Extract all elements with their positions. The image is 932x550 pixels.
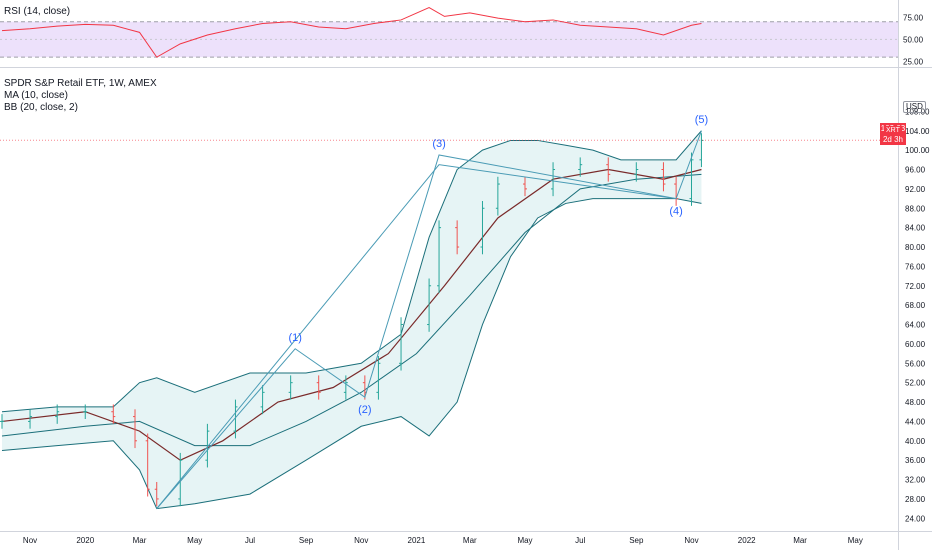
time-tick-label: May (848, 536, 863, 545)
rsi-band-fill (0, 21, 898, 58)
wave-label: (1) (288, 332, 301, 344)
bb-lower-line (1, 198, 702, 510)
price-tick-label: 96.00 (905, 166, 926, 175)
wave-label: (3) (432, 138, 445, 150)
price-tick-label: 52.00 (905, 379, 926, 388)
price-tick-label: 76.00 (905, 262, 926, 271)
time-scale-border (0, 531, 932, 532)
price-tick-label: 60.00 (905, 340, 926, 349)
time-tick-label: Jul (575, 536, 585, 545)
price-tick-label: 84.00 (905, 224, 926, 233)
time-tick-label: Nov (354, 536, 368, 545)
wave-label: (2) (358, 404, 371, 416)
price-scale-border (898, 0, 899, 550)
price-tick-label: 44.00 (905, 417, 926, 426)
time-tick-label: Nov (23, 536, 37, 545)
price-tick-label: 108.00 (905, 107, 930, 116)
price-tick-label: 100.00 (905, 146, 930, 155)
rsi-tick-label: 25.00 (903, 58, 924, 67)
bb-upper-line (1, 130, 702, 413)
trendline (156, 164, 677, 509)
rsi-y-axis[interactable]: 75.00 50.00 25.00 (903, 13, 924, 66)
rsi-legend[interactable]: RSI (14, close) (4, 6, 70, 18)
time-tick-label: Nov (684, 536, 698, 545)
price-tick-label: 80.00 (905, 243, 926, 252)
time-axis[interactable]: Nov 2020 Mar May Jul Sep Nov 2021 Mar May Jul Sep No… (23, 536, 863, 545)
time-tick-label: May (187, 536, 202, 545)
time-tick-label: May (517, 536, 532, 545)
bb-legend-label: BB (20, close, 2) (4, 102, 78, 113)
bb-fill (2, 130, 702, 509)
bar-countdown: 2d 3h (882, 135, 904, 144)
symbol-title: SPDR S&P Retail ETF, 1W, AMEX (4, 78, 157, 89)
price-tick-label: 56.00 (905, 359, 926, 368)
price-tick-label: 36.00 (905, 456, 926, 465)
price-tick-label: 40.00 (905, 437, 926, 446)
ma-line (1, 168, 702, 461)
wave-label: (5) (695, 114, 708, 126)
time-tick-label: Mar (133, 536, 147, 545)
time-tick-label: 2022 (738, 536, 756, 545)
price-tick-label: 24.00 (905, 514, 926, 523)
rsi-tick-label: 75.00 (903, 13, 924, 22)
pane-divider[interactable] (0, 67, 932, 68)
price-tick-label: 32.00 (905, 476, 926, 485)
currency-label[interactable]: USD (903, 101, 926, 113)
rsi-line (1, 6, 702, 58)
price-y-axis[interactable]: 108.00 104.00 100.00 96.00 92.00 88.00 84.00 80… (905, 107, 930, 523)
rsi-pane (0, 6, 898, 58)
time-tick-label: Jul (245, 536, 255, 545)
time-tick-label: Mar (463, 536, 477, 545)
price-pane: (1) (2) (3) (4) (5) (0, 114, 898, 510)
price-tick-label: 72.00 (905, 282, 926, 291)
ma-legend-label: MA (10, close) (4, 90, 68, 101)
price-tick-label: 88.00 (905, 204, 926, 213)
main-legend[interactable]: SPDR S&P Retail ETF, 1W, AMEX MA (10, cl… (4, 78, 157, 114)
time-tick-label: Sep (299, 536, 314, 545)
time-tick-label: 2020 (76, 536, 94, 545)
elliott-wave-line (156, 130, 702, 509)
wave-label: (4) (669, 206, 682, 218)
price-tick-label: 64.00 (905, 321, 926, 330)
time-tick-label: Sep (629, 536, 644, 545)
time-tick-label: Mar (793, 536, 807, 545)
rsi-legend-label: RSI (14, close) (4, 6, 71, 17)
price-tick-label: 28.00 (905, 495, 926, 504)
price-tick-label: 48.00 (905, 398, 926, 407)
bb-basis-line (1, 173, 702, 447)
ticker-tag: XRT (884, 126, 902, 135)
price-tick-label: 92.00 (905, 185, 926, 194)
rsi-tick-label: 50.00 (903, 35, 924, 44)
price-tick-label: 68.00 (905, 301, 926, 310)
time-tick-label: 2021 (408, 536, 426, 545)
price-tick-label: 104.00 (905, 127, 930, 136)
